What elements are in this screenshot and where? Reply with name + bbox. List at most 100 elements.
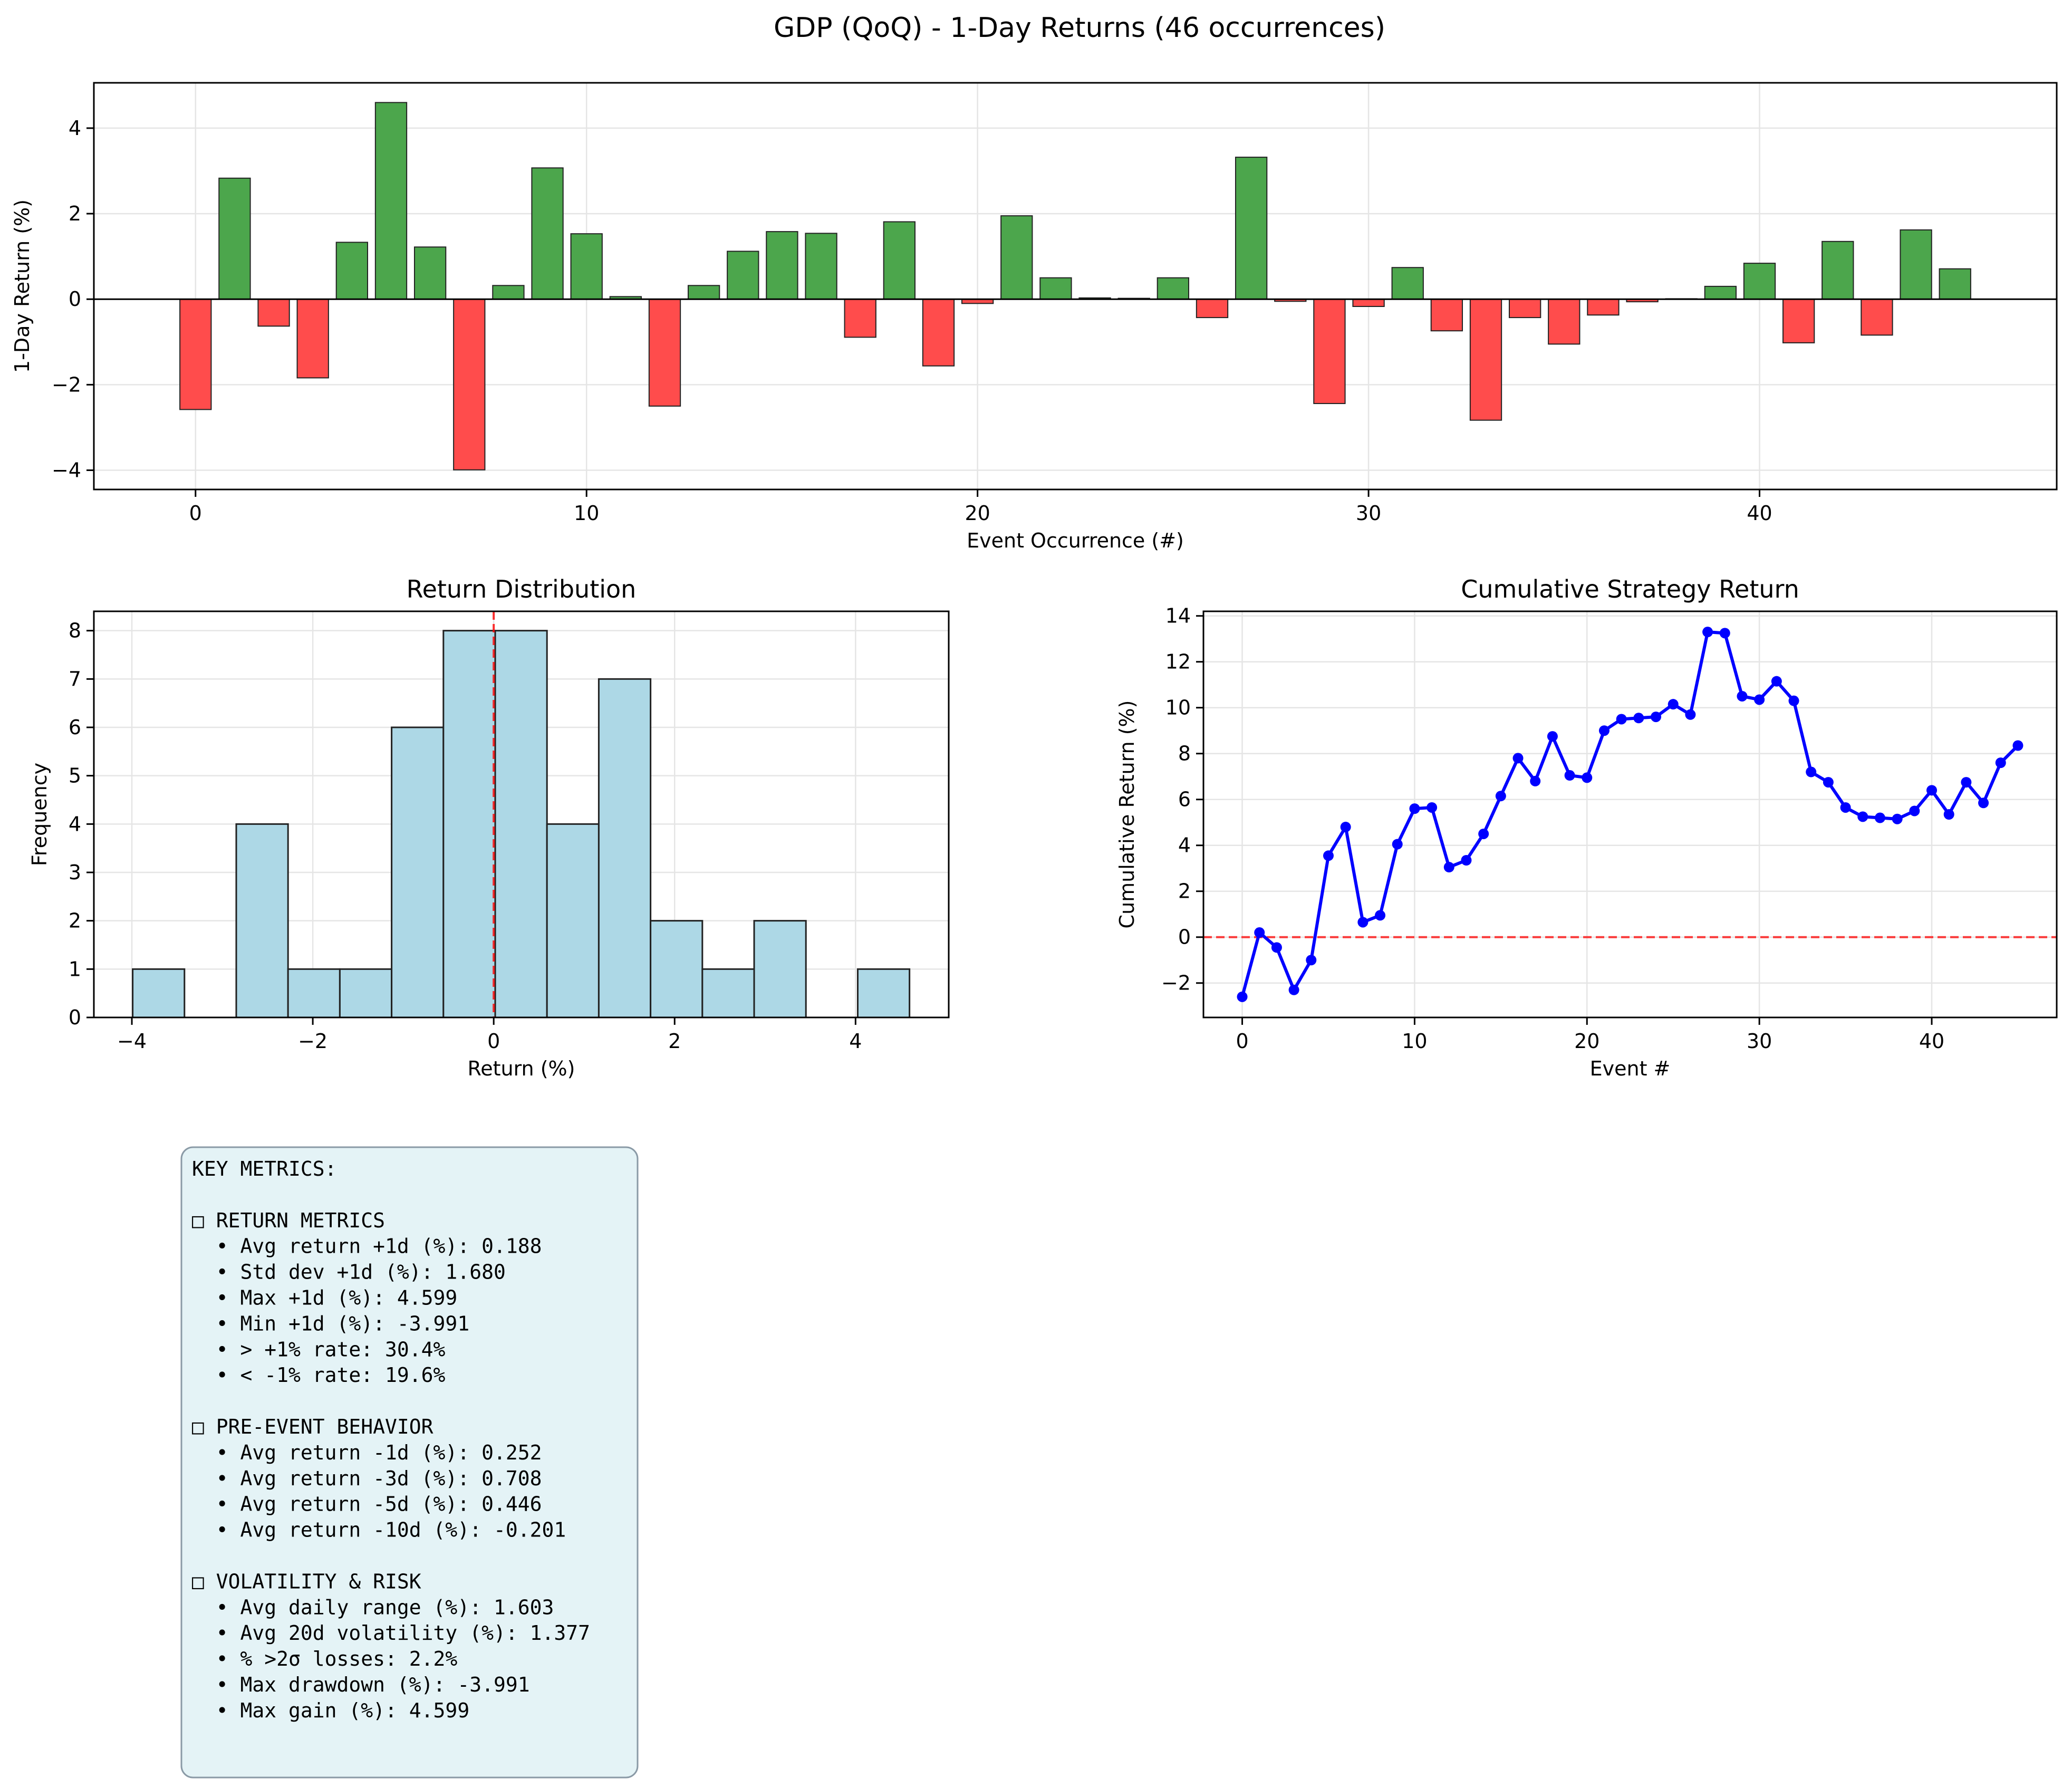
y-tick-label: 4 <box>1178 834 1191 857</box>
key-metrics-panel: KEY METRICS: □ RETURN METRICS • Avg retur… <box>180 1146 639 1779</box>
y-tick-label: 3 <box>69 861 81 884</box>
data-point <box>1943 809 1954 820</box>
data-point <box>1237 991 1248 1002</box>
data-point <box>1375 910 1386 921</box>
data-point <box>1323 850 1334 861</box>
x-tick-label: 0 <box>487 1030 500 1053</box>
y-tick-label: 14 <box>1165 604 1191 628</box>
bar <box>727 251 759 300</box>
metrics-item: • Avg daily range (%): 1.603 <box>192 1596 554 1619</box>
bar <box>1587 299 1620 316</box>
y-tick-label: 2 <box>69 909 81 933</box>
histogram-bar <box>494 630 548 1019</box>
y-tick-label: 4 <box>69 812 81 835</box>
y-tick-label: 8 <box>1178 742 1191 765</box>
bar <box>883 221 916 300</box>
data-point <box>1719 628 1730 639</box>
metrics-item: • Max drawdown (%): -3.991 <box>192 1673 530 1696</box>
data-point <box>1271 942 1282 953</box>
x-tick-label: 10 <box>1402 1030 1427 1053</box>
metrics-section-header: □ VOLATILITY & RISK <box>192 1570 421 1593</box>
x-tick-label: 10 <box>574 502 599 525</box>
bar <box>1704 285 1737 300</box>
data-point <box>1874 812 1885 823</box>
bar <box>492 285 525 300</box>
data-point <box>1564 770 1575 781</box>
bar <box>1352 299 1385 308</box>
histogram-bar <box>339 968 393 1019</box>
data-point <box>1926 785 1938 796</box>
data-point <box>1409 803 1420 814</box>
histogram-bar <box>132 968 186 1019</box>
x-tick-label: 30 <box>1747 1030 1772 1053</box>
metrics-item: • > +1% rate: 30.4% <box>192 1338 446 1361</box>
bars <box>179 102 1971 470</box>
x-tick-label: 40 <box>1919 1030 1944 1053</box>
metrics-item: • Avg return -10d (%): -0.201 <box>192 1519 566 1542</box>
data-point <box>1702 627 1713 638</box>
y-tick-label: 6 <box>69 716 81 739</box>
y-tick-label: 8 <box>69 619 81 642</box>
metrics-box <box>180 1146 639 1779</box>
data-point <box>1288 984 1299 995</box>
x-tick-label: 40 <box>1747 502 1772 525</box>
data-point <box>1668 699 1679 710</box>
metrics-item: • Avg 20d volatility (%): 1.377 <box>192 1621 590 1645</box>
data-point <box>1823 777 1834 788</box>
metrics-item: • Min +1d (%): -3.991 <box>192 1312 469 1335</box>
histogram-bar <box>753 920 807 1019</box>
y-tick-label: 0 <box>1178 926 1191 949</box>
metrics-item: • Avg return -1d (%): 0.252 <box>192 1441 542 1464</box>
data-point <box>1443 862 1454 873</box>
data-point <box>1582 772 1593 783</box>
histogram-bar <box>546 823 600 1019</box>
data-point <box>1530 775 1541 786</box>
bar <box>218 177 251 300</box>
data-point <box>1461 855 1472 866</box>
y-tick-label: −2 <box>52 373 81 396</box>
bar <box>1508 299 1541 319</box>
y-tick-label: −4 <box>52 459 81 482</box>
bar <box>1782 299 1815 343</box>
data-point <box>1978 798 1989 809</box>
y-tick-label: 6 <box>1178 788 1191 811</box>
bar-chart-returns: 0 10 20 30 40 −4 −2 0 2 4 Event Occurrence (#) 1-Da… <box>11 82 2058 552</box>
data-point <box>1685 709 1696 720</box>
y-tick-label: 7 <box>69 667 81 690</box>
y-tick-label: −2 <box>1161 972 1191 995</box>
data-point <box>1598 725 1610 736</box>
bar <box>687 285 720 300</box>
bar <box>1430 299 1463 332</box>
bar <box>1313 299 1346 405</box>
data-point <box>1254 927 1265 938</box>
bar <box>805 233 837 300</box>
y-axis-label: Cumulative Return (%) <box>1115 700 1139 929</box>
y-tick-label: 5 <box>69 764 81 787</box>
bar <box>844 299 876 338</box>
bar <box>1235 157 1268 300</box>
histogram-bar <box>856 968 911 1019</box>
bar <box>1039 277 1072 300</box>
x-tick-label: 2 <box>668 1030 681 1053</box>
bar <box>1861 299 1893 336</box>
bar <box>1743 263 1776 300</box>
data-point <box>1478 828 1489 839</box>
bar <box>1391 267 1424 300</box>
data-point <box>1495 791 1506 802</box>
metrics-item: • Std dev +1d (%): 1.680 <box>192 1261 506 1284</box>
histogram-bar <box>391 726 445 1019</box>
axes-frame <box>1202 610 2058 1019</box>
histogram-return-distribution: −4 −2 0 2 4 0 1 2 3 4 5 6 7 8 Return (%) Frequency Retur… <box>28 575 950 1080</box>
y-tick-label: 1 <box>69 957 81 981</box>
x-axis-label: Event # <box>1590 1057 1671 1080</box>
data-point <box>1771 676 1782 687</box>
metrics-item: • < -1% rate: 19.6% <box>192 1363 446 1387</box>
y-tick-label: 0 <box>69 1006 81 1029</box>
bar <box>1196 299 1229 319</box>
bar <box>1900 229 1932 300</box>
x-tick-label: 4 <box>849 1030 862 1053</box>
y-tick-label: 12 <box>1165 650 1191 674</box>
histogram-bar <box>235 823 289 1019</box>
y-tick-label: 2 <box>69 202 81 225</box>
